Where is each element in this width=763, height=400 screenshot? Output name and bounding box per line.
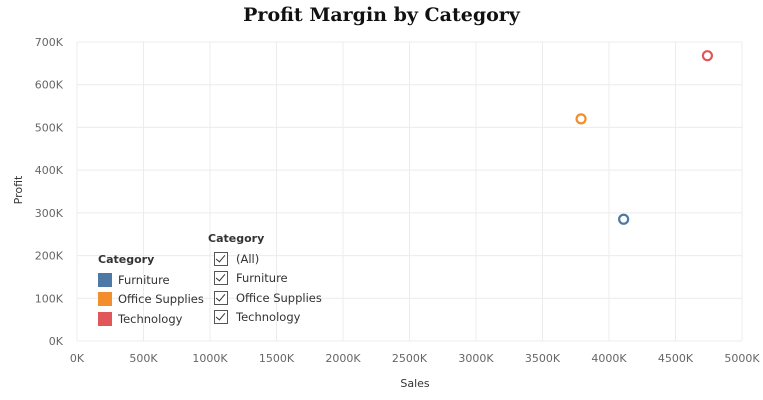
filter-item[interactable]: Furniture: [208, 269, 322, 289]
filter-label: Technology: [236, 310, 301, 325]
color-legend-title: Category: [98, 253, 155, 266]
filter-label: Furniture: [236, 271, 288, 286]
y-tick-label: 200K: [35, 250, 64, 263]
color-legend: Category Furniture Office Supplies Technol…: [98, 253, 204, 329]
filter-item[interactable]: Technology: [208, 308, 322, 328]
y-tick-label: 100K: [35, 292, 64, 305]
legend-swatch: [98, 311, 112, 326]
filter-item[interactable]: Office Supplies: [208, 288, 322, 308]
x-tick-label: 2000K: [325, 352, 361, 365]
data-point-furniture[interactable]: [618, 213, 630, 225]
checkbox-icon[interactable]: [214, 310, 228, 325]
legend-label: Technology: [118, 311, 183, 326]
y-axis-title: Profit: [12, 175, 25, 204]
color-legend-item: Technology: [98, 309, 204, 329]
color-legend-item: Office Supplies: [98, 290, 204, 310]
y-tick-label: 600K: [35, 79, 64, 92]
grid: [76, 41, 743, 342]
legend-swatch: [98, 292, 112, 307]
x-tick-label: 1500K: [259, 352, 295, 365]
x-tick-label: 2500K: [392, 352, 428, 365]
x-tick-label: 4000K: [591, 352, 627, 365]
x-tick-label: 1000K: [192, 352, 228, 365]
chart-title: Profit Margin by Category: [243, 4, 520, 26]
category-filter: Category (All) Furniture Office Supplies Te…: [208, 232, 322, 327]
legend-label: Office Supplies: [118, 292, 204, 307]
legend-swatch: [98, 272, 112, 287]
y-tick-label: 500K: [35, 121, 64, 134]
y-tick-label: 700K: [35, 36, 64, 49]
x-tick-label: 5000K: [724, 352, 760, 365]
x-tick-label: 3000K: [458, 352, 494, 365]
x-axis-ticks: 0K 500K 1000K 1500K 2000K 2500K 3000K 3500K 4000…: [70, 352, 760, 365]
filter-title: Category: [208, 232, 265, 245]
checkbox-icon[interactable]: [214, 271, 228, 286]
filter-item[interactable]: (All): [208, 249, 322, 269]
y-axis-ticks: 0K 100K 200K 300K 400K 500K 600K 700K: [35, 36, 64, 348]
filter-label: Office Supplies: [236, 290, 322, 305]
x-tick-label: 3500K: [525, 352, 561, 365]
checkbox-icon[interactable]: [214, 251, 228, 266]
data-point-office-supplies[interactable]: [575, 113, 587, 125]
data-point-technology[interactable]: [701, 50, 714, 62]
y-tick-label: 0K: [49, 335, 64, 348]
y-tick-label: 400K: [35, 164, 64, 177]
data-points: [575, 50, 714, 225]
filter-label: (All): [236, 251, 260, 266]
x-tick-label: 4500K: [658, 352, 694, 365]
color-legend-item: Furniture: [98, 270, 204, 290]
checkbox-icon[interactable]: [214, 290, 228, 305]
y-tick-label: 300K: [35, 207, 64, 220]
x-tick-label: 0K: [70, 352, 85, 365]
x-axis-title: Sales: [400, 377, 430, 390]
legend-label: Furniture: [118, 272, 170, 287]
x-tick-label: 500K: [129, 352, 158, 365]
